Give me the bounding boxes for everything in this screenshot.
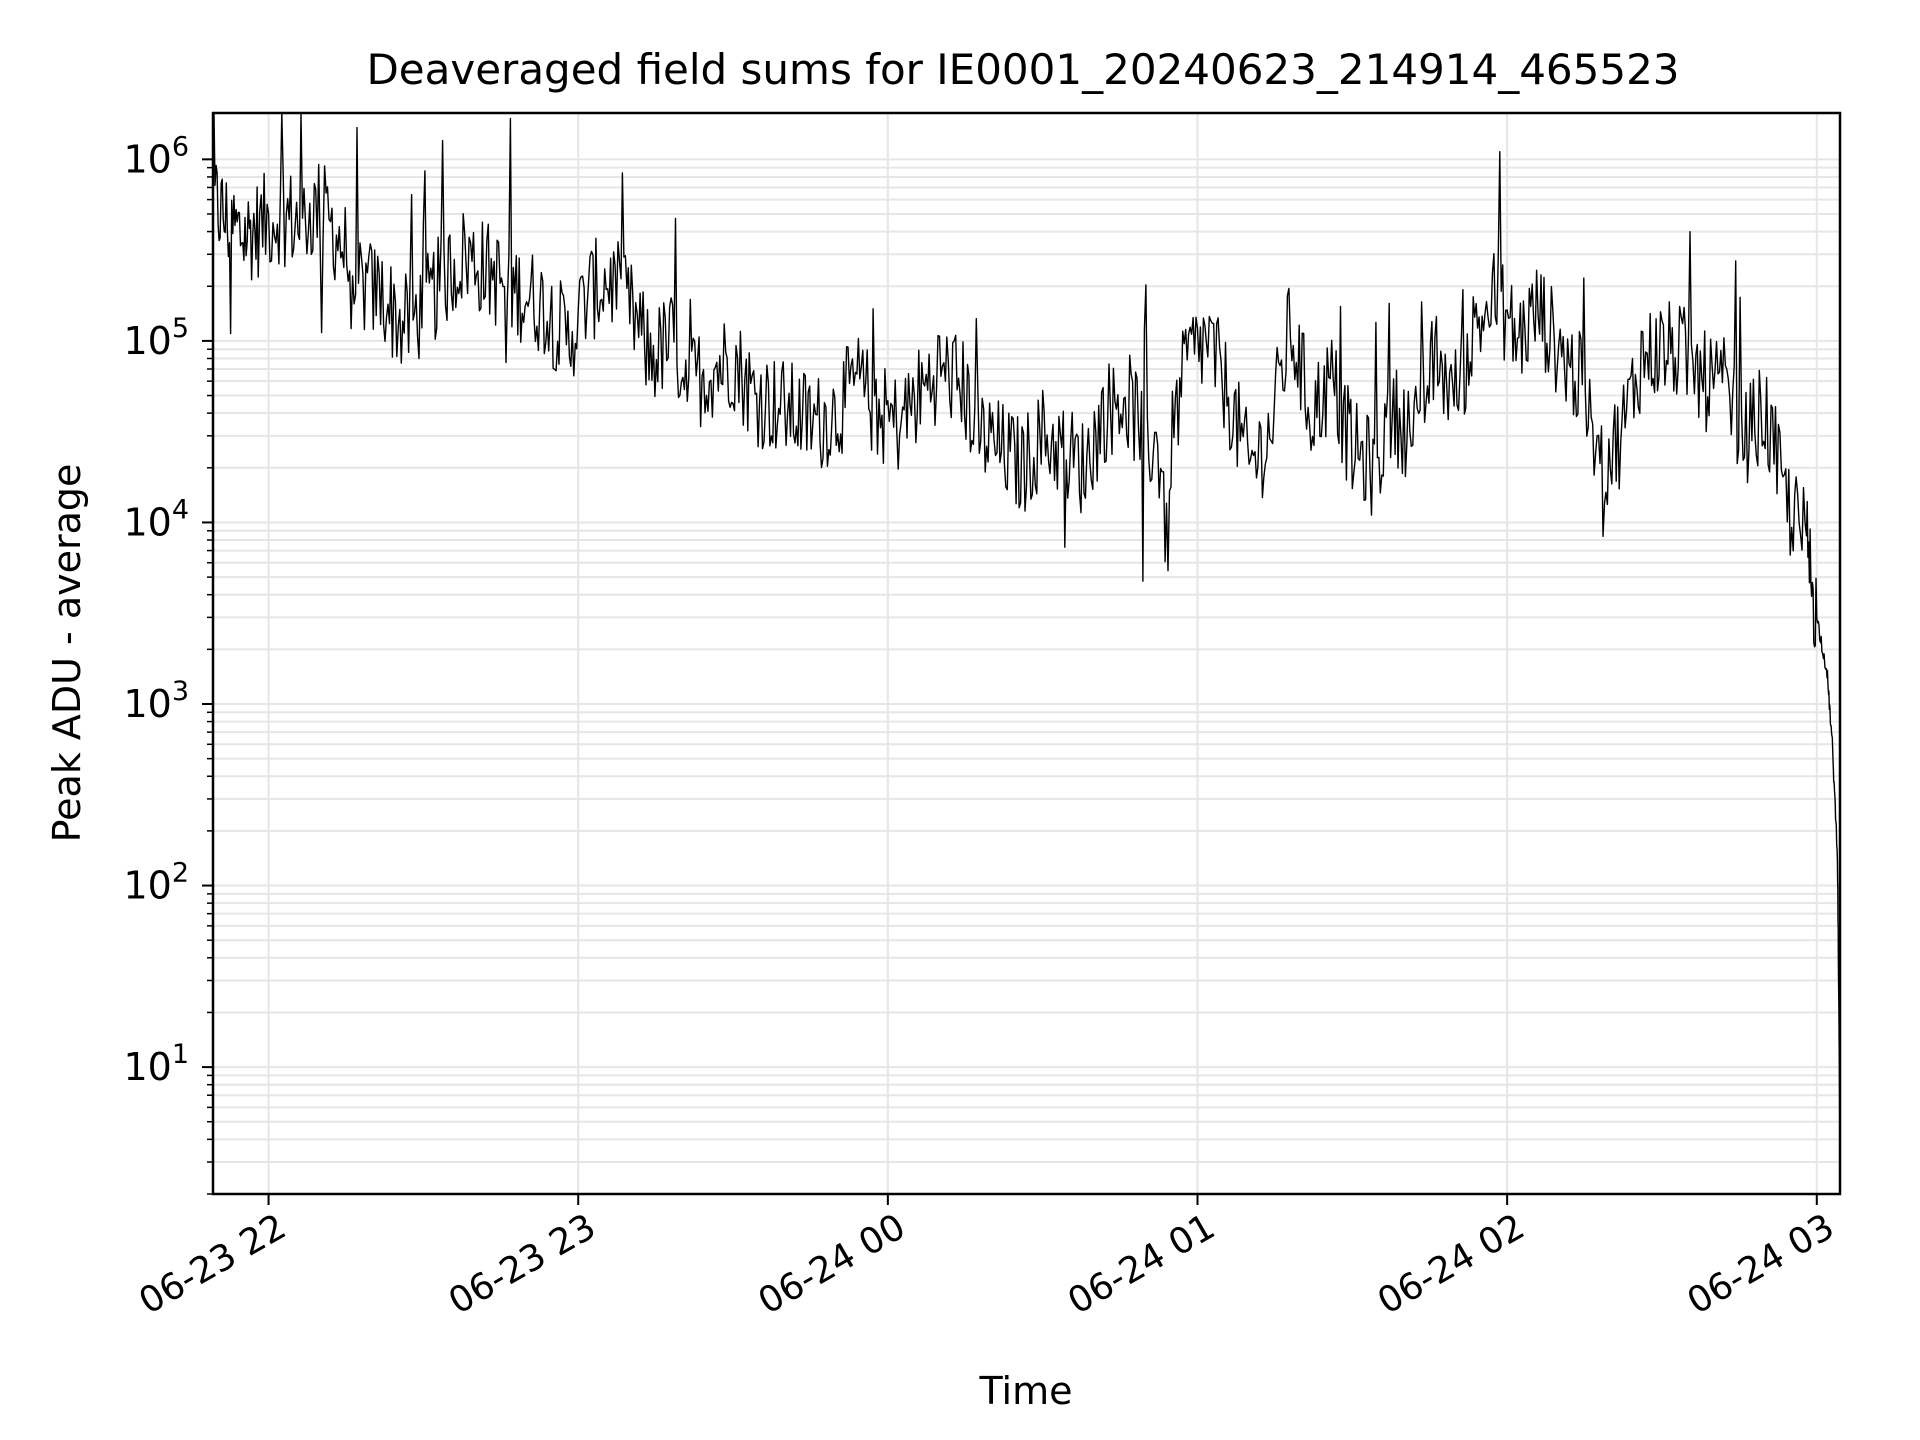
grid-layer (213, 113, 1840, 1195)
y-axis-label: Peak ADU - average (45, 464, 89, 843)
y-tick-label: 105 (123, 313, 189, 363)
y-tick-label: 106 (123, 131, 189, 181)
plot-frame (211, 111, 1842, 1196)
y-tick-label: 103 (123, 676, 189, 726)
x-axis-label: Time (979, 1369, 1073, 1413)
series-line (212, 112, 1841, 1140)
chart-title: Deaveraged field sums for IE0001_2024062… (366, 45, 1679, 94)
y-tick-label: 102 (123, 858, 189, 908)
line-layer (212, 112, 1841, 1140)
y-tick-label: 101 (123, 1039, 189, 1089)
y-tick-label: 104 (123, 494, 189, 544)
